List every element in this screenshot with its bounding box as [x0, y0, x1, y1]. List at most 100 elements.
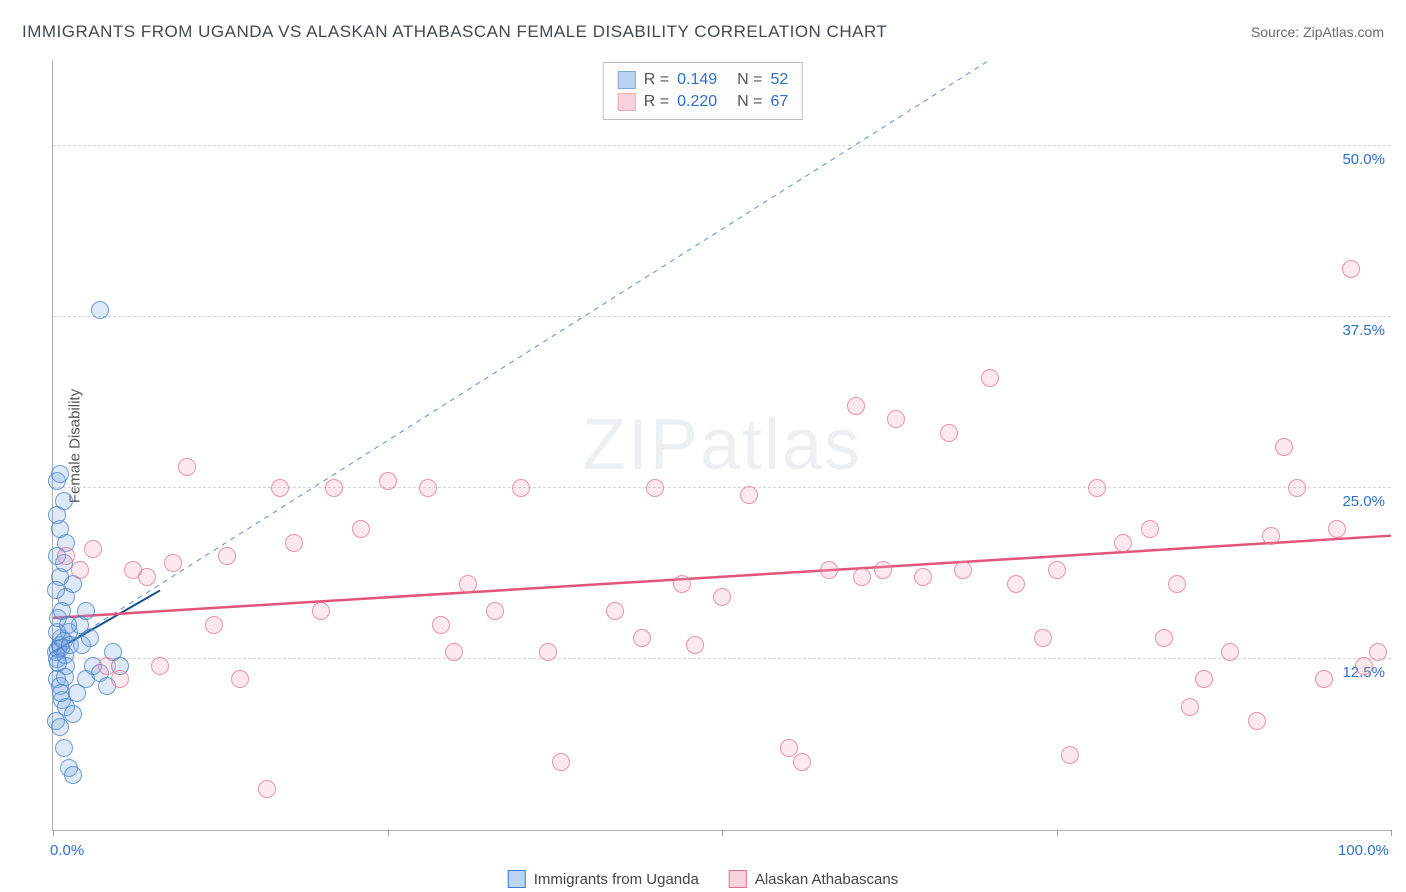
trend-line: [53, 60, 990, 652]
data-point: [1355, 657, 1373, 675]
data-point: [77, 602, 95, 620]
data-point: [91, 301, 109, 319]
data-point: [64, 766, 82, 784]
data-point: [853, 568, 871, 586]
data-point: [552, 753, 570, 771]
data-point: [486, 602, 504, 620]
legend-series-label: Immigrants from Uganda: [534, 871, 699, 888]
data-point: [64, 705, 82, 723]
data-point: [205, 616, 223, 634]
legend-r-value: 0.149: [677, 71, 729, 89]
data-point: [887, 410, 905, 428]
data-point: [940, 424, 958, 442]
data-point: [55, 492, 73, 510]
data-point: [512, 479, 530, 497]
legend-r-label: R =: [644, 93, 669, 111]
data-point: [633, 629, 651, 647]
data-point: [847, 397, 865, 415]
data-point: [1061, 746, 1079, 764]
data-point: [111, 670, 129, 688]
data-point: [231, 670, 249, 688]
data-point: [51, 465, 69, 483]
data-point: [874, 561, 892, 579]
data-point: [164, 554, 182, 572]
data-point: [820, 561, 838, 579]
data-point: [539, 643, 557, 661]
data-point: [312, 602, 330, 620]
x-tick: [722, 830, 723, 836]
legend-n-value: 67: [770, 93, 788, 111]
plot-region: ZIPatlas 12.5%25.0%37.5%50.0%: [52, 60, 1391, 831]
data-point: [151, 657, 169, 675]
data-point: [1048, 561, 1066, 579]
data-point: [1221, 643, 1239, 661]
stats-legend-box: R =0.149N =52R =0.220N =67: [603, 62, 803, 120]
data-point: [271, 479, 289, 497]
data-point: [646, 479, 664, 497]
data-point: [51, 718, 69, 736]
data-point: [71, 561, 89, 579]
legend-series-label: Alaskan Athabascans: [755, 871, 898, 888]
legend-n-label: N =: [737, 93, 762, 111]
x-tick-label: 100.0%: [1338, 842, 1389, 859]
data-point: [1315, 670, 1333, 688]
data-point: [84, 540, 102, 558]
x-tick: [388, 830, 389, 836]
legend-item: Immigrants from Uganda: [508, 870, 699, 888]
data-point: [218, 547, 236, 565]
data-point: [59, 616, 77, 634]
data-point: [285, 534, 303, 552]
data-point: [1275, 438, 1293, 456]
data-point: [352, 520, 370, 538]
data-point: [56, 668, 74, 686]
legend-row: R =0.220N =67: [618, 91, 788, 113]
x-tick-label: 0.0%: [50, 842, 84, 859]
data-point: [1088, 479, 1106, 497]
data-point: [740, 486, 758, 504]
data-point: [1034, 629, 1052, 647]
data-point: [1181, 698, 1199, 716]
legend-swatch: [618, 93, 636, 111]
data-point: [1248, 712, 1266, 730]
legend-n-label: N =: [737, 71, 762, 89]
data-point: [981, 369, 999, 387]
data-point: [1141, 520, 1159, 538]
x-tick: [53, 830, 54, 836]
legend-swatch: [618, 71, 636, 89]
data-point: [258, 780, 276, 798]
data-point: [325, 479, 343, 497]
x-tick: [1057, 830, 1058, 836]
data-point: [432, 616, 450, 634]
legend-row: R = 0.149 N = 52: [618, 69, 788, 91]
x-tick: [1391, 830, 1392, 836]
data-point: [1114, 534, 1132, 552]
data-point: [445, 643, 463, 661]
legend-swatch: [508, 870, 526, 888]
legend-swatch: [729, 870, 747, 888]
data-point: [1342, 260, 1360, 278]
data-point: [1168, 575, 1186, 593]
legend-n-value: 52: [770, 71, 788, 89]
data-point: [1155, 629, 1173, 647]
series-legend: Immigrants from Uganda Alaskan Athabascan…: [508, 870, 899, 888]
source-attribution: Source: ZipAtlas.com: [1251, 24, 1384, 40]
data-point: [379, 472, 397, 490]
data-point: [606, 602, 624, 620]
data-point: [47, 581, 65, 599]
data-point: [673, 575, 691, 593]
data-point: [1328, 520, 1346, 538]
data-point: [914, 568, 932, 586]
data-point: [1262, 527, 1280, 545]
data-point: [178, 458, 196, 476]
data-point: [793, 753, 811, 771]
data-point: [954, 561, 972, 579]
data-point: [1288, 479, 1306, 497]
data-point: [55, 739, 73, 757]
legend-r-label: R =: [644, 71, 669, 89]
data-point: [1369, 643, 1387, 661]
data-point: [138, 568, 156, 586]
data-point: [81, 629, 99, 647]
legend-item: Alaskan Athabascans: [729, 870, 898, 888]
data-point: [459, 575, 477, 593]
data-point: [419, 479, 437, 497]
